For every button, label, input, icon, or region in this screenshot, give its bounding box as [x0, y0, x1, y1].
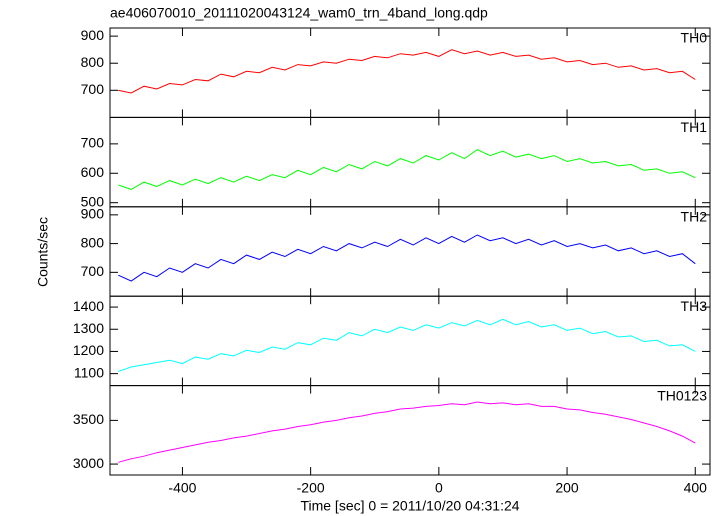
x-tick-label: 200: [555, 480, 579, 496]
x-tick-label: -400: [168, 480, 196, 496]
series-label: TH0123: [657, 387, 707, 403]
series-label: TH3: [681, 298, 708, 314]
y-tick-label: 3000: [73, 455, 104, 471]
data-line: [118, 401, 696, 463]
y-tick-label: 3500: [73, 411, 104, 427]
series-label: TH1: [681, 119, 708, 135]
data-line: [118, 149, 696, 190]
y-axis-label: Counts/sec: [35, 217, 51, 287]
y-tick-label: 1400: [73, 298, 104, 314]
y-tick-label: 700: [81, 263, 105, 279]
panel-frame: [109, 295, 711, 387]
data-line: [118, 318, 696, 372]
panel-frame: [109, 27, 711, 118]
x-tick-label: 400: [684, 480, 708, 496]
y-tick-label: 900: [81, 27, 105, 43]
y-tick-label: 700: [81, 135, 105, 151]
panel-frame: [109, 385, 711, 476]
y-tick-label: 800: [81, 234, 105, 250]
y-tick-label: 1200: [73, 342, 104, 358]
y-tick-label: 900: [81, 206, 105, 222]
series-label: TH0: [681, 30, 708, 46]
x-tick-label: 0: [435, 480, 443, 496]
data-line: [118, 49, 696, 94]
x-tick-label: -200: [297, 480, 325, 496]
y-tick-label: 1100: [74, 364, 104, 380]
y-tick-label: 500: [81, 193, 105, 209]
chart-title: ae406070010_20111020043124_wam0_trn_4ban…: [110, 5, 488, 21]
data-line: [118, 234, 696, 282]
panel-frame: [109, 206, 711, 297]
y-tick-label: 800: [81, 54, 105, 70]
y-tick-label: 600: [81, 164, 105, 180]
x-axis-label: Time [sec] 0 = 2011/10/20 04:31:24: [300, 498, 519, 514]
y-tick-label: 700: [81, 81, 105, 97]
series-label: TH2: [681, 209, 708, 225]
y-tick-label: 1300: [73, 320, 104, 336]
